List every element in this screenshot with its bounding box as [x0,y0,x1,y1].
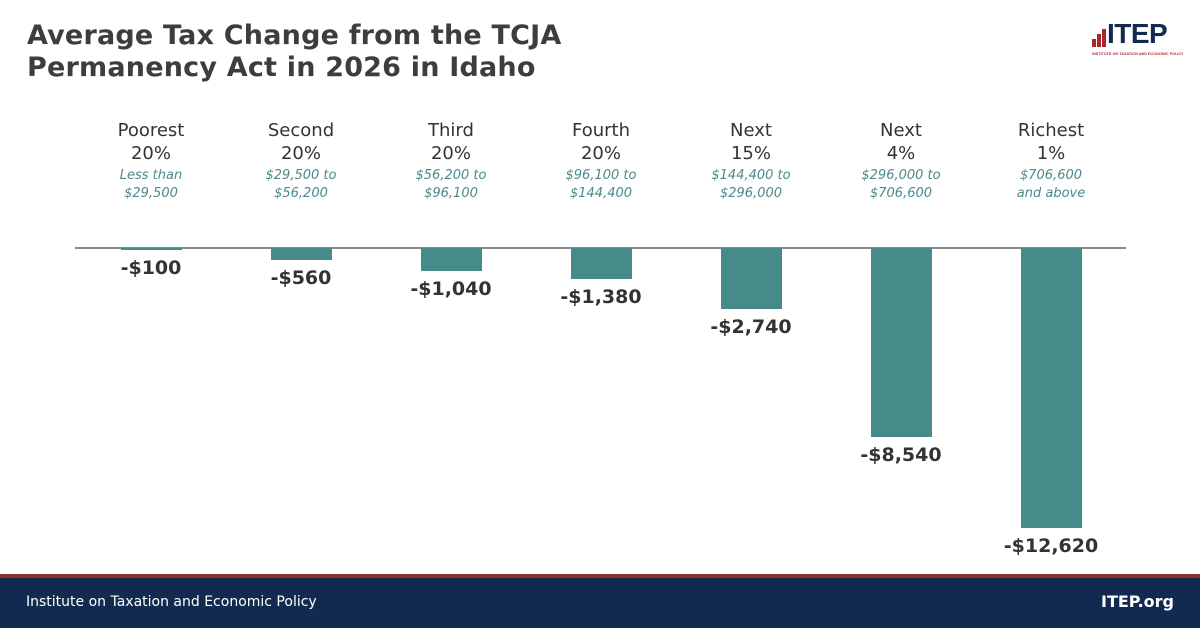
category-name-line-1: Fourth [572,120,630,141]
footer-organization: Institute on Taxation and Economic Polic… [26,594,317,610]
category-label: Third 20% $56,200 to $96,100 [376,119,526,202]
category-name-line-1: Next [880,120,922,141]
income-range-line-2: $56,200 [274,185,328,201]
income-range-line-1: $29,500 to [265,168,337,183]
income-range: $144,400 to $296,000 [676,167,826,202]
category-name-line-1: Second [267,120,335,141]
category-name-line-2: 20% [130,143,171,164]
category-label: Richest 1% $706,600 and above [976,119,1126,202]
category-name-line-2: 20% [280,143,321,164]
income-range: $56,200 to $96,100 [376,167,526,202]
income-range-line-1: Less than [119,168,183,183]
data-label: -$2,740 [710,315,792,338]
bar [120,248,182,251]
logo-wordmark: ITEP [1107,18,1168,49]
income-range-line-1: $56,200 to [415,168,487,183]
category-name-line-1: Third [428,120,474,141]
footer-website-link[interactable]: ITEP.org [1101,592,1174,611]
category-name-line-2: 20% [580,143,621,164]
income-range: $29,500 to $56,200 [226,167,376,202]
data-label: -$560 [270,267,332,290]
bar [570,248,632,279]
chart-title: Average Tax Change from the TCJA Permane… [27,20,727,84]
data-label: -$8,540 [860,444,942,467]
category-label: Next 15% $144,400 to $296,000 [676,119,826,202]
bar-chart: Poorest 20% Less than $29,500 -$100 Second 20%… [75,119,1126,557]
category-name-line-2: 15% [730,143,771,164]
category-name-line-1: Next [730,120,772,141]
bar [270,248,332,261]
data-label: -$1,040 [410,278,492,301]
category-label: Fourth 20% $96,100 to $144,400 [526,119,676,202]
income-range-line-1: $706,600 [1019,168,1083,183]
income-range-line-1: $96,100 to [565,168,637,183]
income-range: $706,600 and above [976,167,1126,202]
data-label: -$100 [120,257,182,280]
category-label: Second 20% $29,500 to $56,200 [226,119,376,202]
bar [870,248,932,438]
chart-title-line-1: Average Tax Change from the TCJA [27,20,562,51]
income-range-line-2: $144,400 [569,185,633,201]
bar [420,248,482,272]
bar [720,248,782,309]
logo-subtitle: INSTITUTE ON TAXATION AND ECONOMIC POLIC… [1092,52,1184,56]
category-name-line-2: 1% [1036,143,1066,164]
income-range-line-2: $706,600 [869,185,933,201]
zero-baseline [75,247,1126,249]
bar [1020,248,1082,528]
logo-bars-icon [1092,25,1108,47]
data-label: -$1,380 [560,285,642,308]
income-range-line-1: $296,000 to [861,168,941,183]
income-range-line-2: $296,000 [719,185,783,201]
income-range: $296,000 to $706,600 [826,167,976,202]
footer-accent-stripe [0,574,1200,578]
income-range-line-2: $96,100 [424,185,478,201]
income-range-line-2: $29,500 [124,185,178,201]
data-label: -$12,620 [1003,535,1099,557]
category-name-line-2: 4% [886,143,916,164]
income-range: Less than $29,500 [76,167,226,202]
income-range-line-2: and above [1016,185,1086,201]
footer: Institute on Taxation and Economic Polic… [0,578,1200,628]
category-name-line-1: Richest [1017,120,1085,141]
income-range: $96,100 to $144,400 [526,167,676,202]
chart-title-line-2: Permanency Act in 2026 in Idaho [27,52,536,83]
category-name-line-1: Poorest [117,120,185,141]
itep-logo: ITEP INSTITUTE ON TAXATION AND ECONOMIC … [1092,18,1184,56]
category-name-line-2: 20% [430,143,471,164]
category-label: Next 4% $296,000 to $706,600 [826,119,976,202]
income-range-line-1: $144,400 to [711,168,791,183]
category-label: Poorest 20% Less than $29,500 [76,119,226,202]
